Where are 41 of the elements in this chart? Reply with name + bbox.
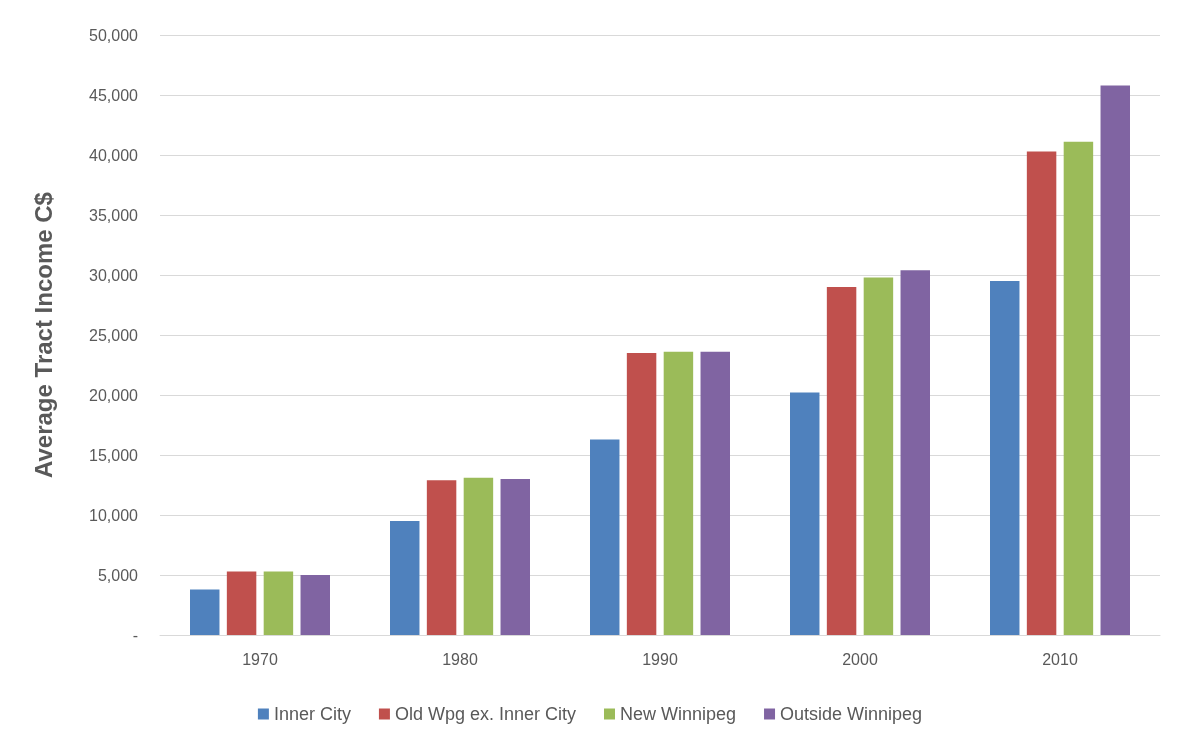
y-axis-title: Average Tract Income C$ [29, 191, 57, 478]
bar [626, 353, 657, 635]
x-tick-label: 1980 [442, 650, 478, 668]
y-tick-label: 15,000 [89, 446, 139, 464]
legend-label: Inner City [273, 704, 351, 724]
y-tick-label: 40,000 [89, 146, 139, 164]
bar [990, 281, 1020, 635]
bar [826, 287, 857, 635]
y-tick-label: 50,000 [89, 26, 139, 44]
bar [590, 439, 620, 635]
bar [900, 270, 930, 635]
bar [390, 521, 420, 635]
y-tick-label: 20,000 [89, 386, 139, 404]
bar [790, 392, 820, 635]
bar [1063, 141, 1094, 635]
bar [1026, 151, 1057, 635]
x-tick-label: 1970 [242, 650, 278, 668]
x-tick-label: 2010 [1042, 650, 1078, 668]
y-tick-label: 35,000 [89, 206, 139, 224]
bar [500, 479, 530, 635]
legend-label: Outside Winnipeg [780, 704, 923, 724]
y-tick-label: 30,000 [89, 266, 139, 284]
bar [426, 480, 457, 635]
legend-label: New Winnipeg [619, 704, 737, 724]
bar [226, 571, 257, 635]
y-tick-label: - [132, 626, 138, 644]
legend-label: Old Wpg ex. Inner City [394, 704, 576, 724]
bar [1100, 85, 1130, 635]
bar [300, 575, 330, 635]
bar [190, 589, 220, 635]
bar [463, 477, 494, 635]
y-tick-label: 25,000 [89, 326, 139, 344]
bar [700, 351, 730, 635]
bar [263, 571, 294, 635]
bar [663, 351, 694, 635]
y-tick-label: 10,000 [89, 506, 139, 524]
y-tick-label: 5,000 [97, 566, 139, 584]
x-tick-label: 2000 [842, 650, 878, 668]
bar [863, 277, 894, 635]
x-tick-label: 1990 [642, 650, 678, 668]
y-tick-label: 45,000 [89, 86, 139, 104]
